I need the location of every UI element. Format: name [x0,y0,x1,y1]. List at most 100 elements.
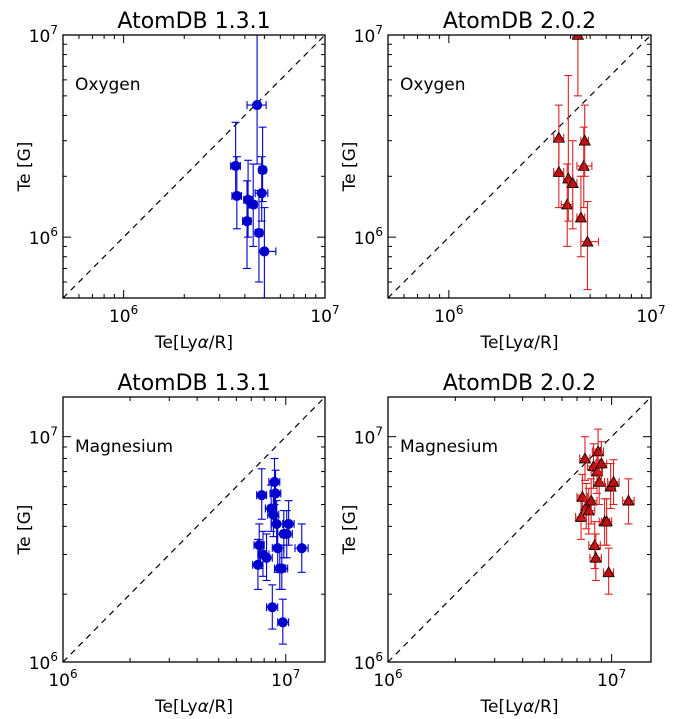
data-point [571,35,588,97]
data-point [578,104,591,177]
triangle-marker [622,494,635,506]
data-point [248,163,259,247]
triangle-marker [607,475,620,487]
chart-panel: AtomDB 2.0.2 Oxygen Te[Lyα/R] Te [G] 106 107 1… [340,9,666,353]
x-axis-label: Te[Lyα/R] [154,333,233,353]
x-tick-label: 107 [597,667,626,691]
x-tick-label: 106 [48,667,77,691]
plot-frame [62,396,326,663]
y-axis-label: Te [G] [15,142,35,193]
data-point [241,180,253,270]
data-point [266,584,279,630]
x-tick-label: 106 [434,303,463,327]
data-point [580,201,600,291]
y-tick-label: 107 [354,23,383,47]
circle-marker [281,528,292,540]
data-point [600,498,613,546]
circle-marker [248,199,259,210]
data-point [602,547,615,595]
circle-marker [267,602,278,613]
triangle-marker [574,211,588,223]
circle-marker [296,543,307,554]
chart-panel: AtomDB 1.3.1 Oxygen Te[Lyα/R] Te [G] 106 107 1… [15,9,340,353]
triangle-marker [581,235,594,247]
data-point [253,190,265,283]
circle-marker [254,540,265,551]
data-point [280,510,293,559]
triangle-marker [588,538,601,550]
plot-frame [387,34,652,299]
data-point [607,459,620,506]
chart-title: AtomDB 2.0.2 [443,371,596,396]
y-tick-label: 106 [29,225,58,249]
data-point [552,140,566,209]
circle-marker [261,552,272,563]
circle-marker [252,100,263,111]
circle-marker [283,518,294,529]
data-point [231,156,243,230]
circle-marker [231,190,242,201]
y-axis-label: Te [G] [15,505,35,556]
triangle-marker [571,35,585,40]
x-tick-label: 107 [636,303,665,327]
x-tick-label: 107 [271,667,300,691]
data-point [230,121,241,197]
y-tick-label: 107 [29,425,58,449]
chart-title: AtomDB 2.0.2 [443,9,596,34]
circle-marker [257,164,268,175]
triangle-marker [577,159,590,171]
y-tick-label: 106 [29,650,58,674]
triangle-marker [602,566,615,578]
data-point [252,538,264,590]
element-label: Magnesium [75,437,173,457]
circle-marker [269,476,280,487]
triangle-marker [589,551,603,563]
data-point [294,523,309,573]
chart-title: AtomDB 1.3.1 [117,371,270,396]
data-point [595,441,608,486]
y-axis-label: Te [G] [340,142,360,193]
data-point [257,126,268,203]
triangle-marker [578,134,591,146]
plot-frame [387,396,652,663]
x-tick-label: 106 [109,303,138,327]
x-axis-label: Te[Lyα/R] [480,333,559,353]
circle-marker [256,490,267,501]
data-point [584,478,598,525]
triangle-marker [578,452,592,464]
y-tick-label: 107 [354,425,383,449]
triangle-marker [566,176,579,188]
one-to-one-line [63,397,325,662]
x-axis-label: Te[Lyα/R] [480,697,559,717]
one-to-one-line [388,397,651,662]
data-point [277,598,290,645]
plot-frame [62,34,326,299]
data-point [566,140,579,230]
triangle-marker [595,457,608,469]
chart-title: AtomDB 1.3.1 [117,9,270,34]
element-label: Oxygen [75,75,141,95]
x-tick-label: 106 [373,667,402,691]
y-axis-label: Te [G] [340,505,360,556]
triangle-marker [584,494,598,506]
circle-marker [256,188,267,199]
circle-marker [241,216,253,227]
y-tick-label: 107 [29,23,58,47]
y-tick-label: 106 [354,650,383,674]
data-point [622,478,635,525]
circle-marker [259,246,270,257]
x-axis-label: Te[Lyα/R] [154,697,233,717]
y-tick-label: 106 [354,225,383,249]
circle-marker [270,488,281,499]
data-point [578,436,592,481]
data-point [258,207,277,298]
data-point [589,533,603,582]
circle-marker [230,160,241,172]
one-to-one-line [388,35,651,298]
data-point [246,35,267,165]
data-point [276,544,289,590]
triangle-marker [600,515,613,527]
element-label: Magnesium [400,437,498,457]
